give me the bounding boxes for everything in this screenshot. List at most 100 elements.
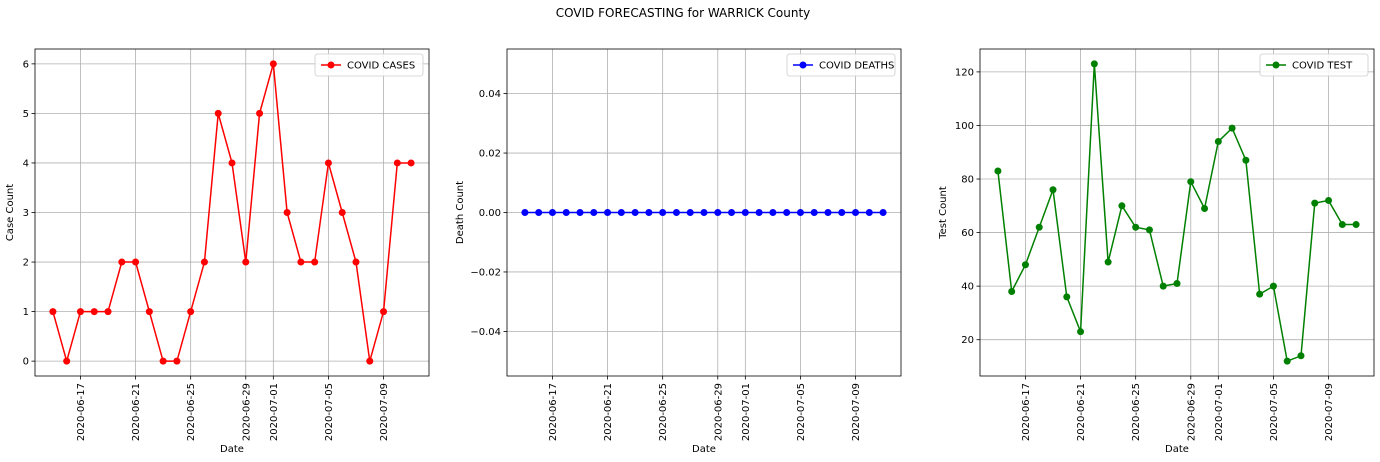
x-tick-label: 2020-06-29: [713, 383, 724, 441]
data-point: [824, 209, 832, 216]
legend-label: COVID CASES: [347, 61, 415, 72]
data-point: [1269, 282, 1277, 290]
x-tick-label: 2020-07-05: [796, 383, 807, 441]
y-tick-label: 40: [961, 282, 974, 293]
y-tick-label: −0.02: [470, 267, 501, 278]
legend-marker: [1272, 61, 1280, 69]
legend-marker: [327, 61, 335, 69]
data-point: [604, 209, 612, 216]
data-point: [783, 209, 791, 216]
chart-panel-2: −0.04 −0.02 0.00 0.02 0.04 2020-06-17 2020-06-…: [455, 48, 902, 455]
y-tick-label: 100: [955, 121, 974, 132]
data-point: [1145, 226, 1153, 234]
y-tick-label: 120: [955, 67, 974, 78]
data-point: [810, 209, 818, 216]
x-tick-label: 2020-07-09: [1324, 383, 1335, 441]
data-point: [1242, 156, 1250, 164]
y-tick-label: 4: [23, 158, 29, 169]
x-tick-label: 2020-06-21: [603, 383, 614, 441]
legend-marker: [799, 61, 807, 69]
data-point: [548, 209, 556, 216]
data-point: [838, 209, 846, 216]
y-tick-label: 60: [961, 228, 974, 239]
data-point: [728, 209, 736, 216]
data-point: [283, 209, 291, 216]
x-tick-label: 2020-07-05: [1269, 383, 1280, 441]
data-point: [311, 258, 319, 266]
data-point: [700, 209, 708, 216]
data-point: [672, 209, 680, 216]
data-point: [200, 258, 208, 266]
y-axis-label: Death Count: [455, 181, 466, 244]
legend: COVID TEST: [1259, 53, 1369, 77]
legend: COVID CASES: [314, 53, 424, 77]
data-point: [1173, 279, 1181, 287]
legend: COVID DEATHS: [786, 53, 896, 77]
x-tick-label: 2020-06-25: [1131, 383, 1142, 441]
data-point: [1008, 288, 1016, 296]
data-point: [256, 109, 264, 117]
data-point: [1077, 328, 1085, 336]
data-point: [714, 209, 722, 216]
x-axis-label: Date: [1165, 444, 1189, 455]
data-point: [659, 209, 667, 216]
data-point: [145, 308, 153, 316]
data-point: [631, 209, 639, 216]
y-tick-label: 0.04: [479, 89, 501, 100]
data-point: [1352, 221, 1360, 229]
x-tick-label: 2020-07-01: [741, 383, 752, 441]
data-point: [1118, 202, 1126, 210]
data-point: [63, 357, 71, 365]
plot-frame: [506, 48, 902, 377]
x-tick-label: 2020-07-01: [1214, 383, 1225, 441]
y-tick-label: 0.02: [479, 149, 501, 160]
x-axis-label: Date: [692, 444, 716, 455]
x-tick-label: 2020-07-05: [324, 383, 335, 441]
data-point: [1063, 293, 1071, 301]
y-axis-label: Test Count: [938, 186, 949, 240]
data-point: [297, 258, 305, 266]
data-point: [324, 159, 332, 167]
data-point: [1159, 282, 1167, 290]
x-tick-label: 2020-07-01: [269, 383, 280, 441]
data-point: [755, 209, 763, 216]
data-point: [407, 159, 415, 167]
y-tick-label: 80: [961, 175, 974, 186]
data-point: [159, 357, 167, 365]
x-tick-label: 2020-06-25: [186, 383, 197, 441]
series-line: [997, 63, 1357, 363]
data-point: [1090, 60, 1098, 68]
chart-panel-1: 0 1 2 3 4 5 6 2020-06-17 2020-06-21 2020-06-25 202…: [5, 48, 430, 455]
data-point: [521, 209, 529, 216]
data-point: [366, 357, 374, 365]
legend-box: [786, 53, 896, 77]
plot-frame: [34, 48, 430, 377]
x-tick-label: 2020-06-17: [76, 383, 87, 441]
data-point: [1035, 223, 1043, 231]
y-tick-label: 2: [23, 258, 29, 269]
data-point: [132, 258, 140, 266]
data-point: [1297, 352, 1305, 360]
data-point: [380, 308, 388, 316]
y-tick-label: 5: [23, 109, 29, 120]
y-tick-label: 0.00: [479, 208, 501, 219]
y-tick-label: 0: [23, 357, 29, 368]
data-point: [576, 209, 584, 216]
data-point: [242, 258, 250, 266]
y-tick-label: 20: [961, 335, 974, 346]
data-point: [90, 308, 98, 316]
x-tick-label: 2020-07-09: [851, 383, 862, 441]
data-point: [1104, 258, 1112, 266]
data-point: [617, 209, 625, 216]
legend-box: [1259, 53, 1369, 77]
data-point: [1283, 357, 1291, 365]
data-point: [1214, 138, 1222, 146]
data-point: [590, 209, 598, 216]
x-axis-label: Date: [220, 444, 244, 455]
data-point: [1132, 223, 1140, 231]
data-point: [741, 209, 749, 216]
data-point: [686, 209, 694, 216]
legend-label: COVID TEST: [1292, 61, 1353, 72]
